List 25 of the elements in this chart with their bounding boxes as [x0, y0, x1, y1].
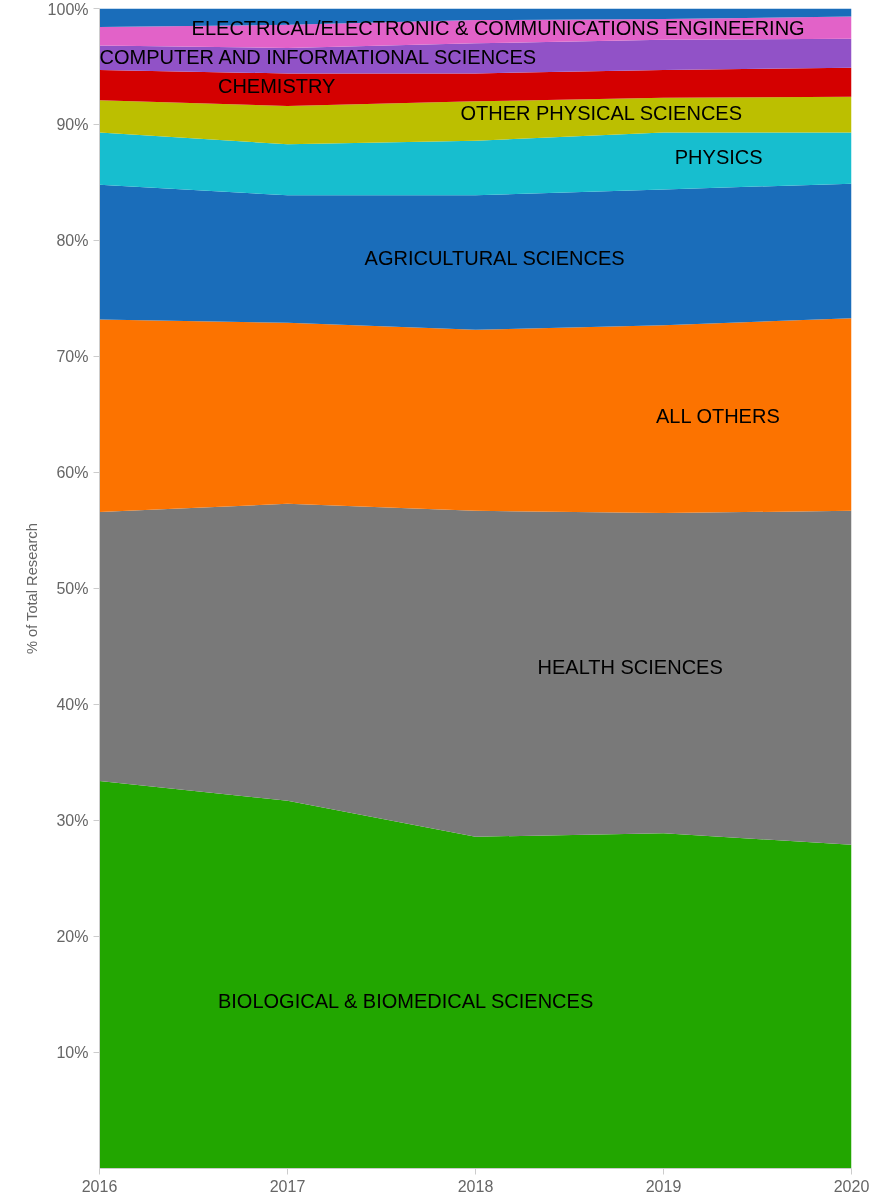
y-tick-label: 40%	[56, 696, 89, 713]
y-tick-label: 80%	[56, 232, 89, 249]
x-tick-label: 2020	[833, 1177, 869, 1195]
series-label: OTHER PHYSICAL SCIENCES	[460, 101, 743, 124]
x-tick-label: 2018	[457, 1177, 494, 1195]
series-label: ALL OTHERS	[655, 404, 780, 427]
y-tick-label: 70%	[56, 348, 89, 365]
y-axis-title: % of Total Research	[23, 523, 40, 655]
x-tick-label: 2016	[81, 1177, 118, 1195]
y-tick-label: 90%	[56, 116, 89, 133]
y-tick-label: 50%	[56, 580, 89, 597]
series-label: PHYSICS	[674, 145, 763, 168]
series-label: AGRICULTURAL SCIENCES	[364, 246, 625, 269]
series-label: BIOLOGICAL & BIOMEDICAL SCIENCES	[217, 990, 594, 1013]
series-label: HEALTH SCIENCES	[537, 656, 723, 679]
x-tick-label: 2017	[269, 1177, 306, 1195]
y-tick-label: 30%	[56, 812, 89, 829]
x-tick-label: 2019	[645, 1177, 682, 1195]
series-label: CHEMISTRY	[217, 75, 336, 98]
series-label: ELECTRICAL/ELECTRONIC & COMMUNICATIONS ENGINEERING	[191, 17, 805, 40]
y-tick-label: 60%	[56, 464, 89, 481]
y-tick-label: 10%	[56, 1044, 89, 1061]
y-tick-label: 100%	[47, 0, 89, 18]
series-label: COMPUTER AND INFORMATIONAL SCIENCES	[99, 46, 537, 69]
y-tick-label: 20%	[56, 928, 89, 945]
